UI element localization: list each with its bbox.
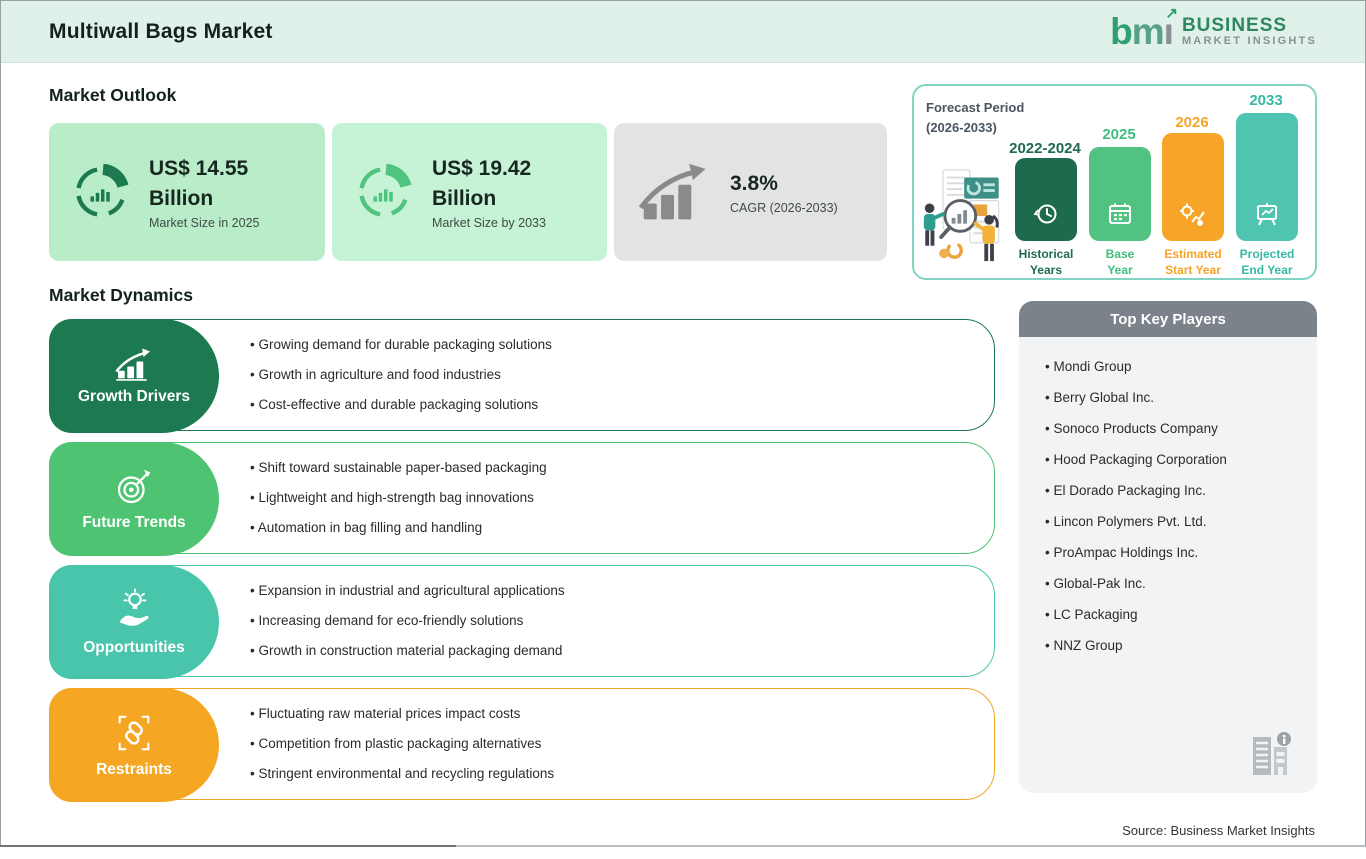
opportunities-bullets: Expansion in industrial and agricultural… (250, 566, 565, 676)
bullet-item: Lightweight and high-strength bag innova… (250, 491, 547, 505)
logo-line2: MARKET INSIGHTS (1181, 35, 1317, 48)
card-text: 3.8% CAGR (2026-2033) (730, 169, 838, 215)
top-key-players-panel: Top Key Players Mondi Group Berry Global… (1019, 301, 1317, 793)
restraints-row: Restraints Fluctuating raw material pric… (49, 688, 995, 802)
page-title: Multiwall Bags Market (49, 19, 273, 43)
key-player-item: ProAmpac Holdings Inc. (1045, 545, 1307, 576)
future-trends-capsule: Future Trends (49, 442, 219, 556)
logo-text: BUSINESS MARKET INSIGHTS (1181, 14, 1317, 48)
bullet-item: Growth in agriculture and food industrie… (250, 368, 552, 382)
bullet-item: Automation in bag filling and handling (250, 521, 547, 535)
presentation-icon (1257, 203, 1277, 226)
top-key-players-list: Mondi Group Berry Global Inc. Sonoco Pro… (1019, 337, 1317, 793)
base-year-caption: Base Year (1105, 247, 1135, 278)
future-trends-row: Future Trends Shift toward sustainable p… (49, 442, 995, 556)
bullet-item: Fluctuating raw material prices impact c… (250, 707, 554, 721)
clock-history-icon (1033, 204, 1057, 224)
card-text: US$ 14.55 Billion Market Size in 2025 (149, 154, 259, 230)
cagr-caption: CAGR (2026-2033) (730, 201, 838, 216)
projected-end-year-caption: Projected End Year (1239, 247, 1295, 278)
bullet-item: Competition from plastic packaging alter… (250, 737, 554, 751)
calendar-icon (1109, 203, 1131, 224)
card-text: US$ 19.42 Billion Market Size by 2033 (432, 154, 546, 230)
cagr-value: 3.8% (730, 171, 778, 195)
opportunities-row: Opportunities Expansion in industrial an… (49, 565, 995, 679)
key-player-item: Mondi Group (1045, 359, 1307, 390)
top-key-players-heading: Top Key Players (1019, 301, 1317, 337)
gear-chart-icon (1180, 203, 1205, 226)
growth-chart-icon (115, 347, 151, 381)
bullet-item: Cost-effective and durable packaging sol… (250, 398, 552, 412)
bullet-item: Growing demand for durable packaging sol… (250, 338, 551, 352)
bullet-item: Stringent environmental and recycling re… (250, 767, 554, 781)
key-player-item: Sonoco Products Company (1045, 421, 1307, 452)
key-player-item: NNZ Group (1045, 638, 1307, 669)
key-player-item: Berry Global Inc. (1045, 390, 1307, 421)
company-building-icon (1253, 732, 1291, 775)
bullet-item: Shift toward sustainable paper-based pac… (250, 461, 546, 475)
window-bottom-border-left (0, 845, 456, 847)
growth-drivers-row: Growth Drivers Growing demand for durabl… (49, 319, 995, 433)
market-outlook-heading: Market Outlook (49, 85, 177, 105)
logo-arrow-icon: ↗ (1165, 5, 1178, 22)
growth-bars-arrow-icon (638, 163, 706, 220)
hand-bulb-icon (119, 587, 149, 626)
market-size-2025-value: US$ 14.55 Billion (149, 157, 249, 210)
estimated-start-year-bar (1162, 133, 1224, 241)
source-attribution: Source: Business Market Insights (1122, 823, 1315, 838)
growth-drivers-capsule: Growth Drivers (49, 319, 219, 433)
future-trends-bullets: Shift toward sustainable paper-based pac… (250, 443, 547, 553)
estimated-start-year-caption: Estimated Start Year (1164, 247, 1222, 278)
donut-chart-icon (76, 164, 129, 217)
key-player-item: El Dorado Packaging Inc. (1045, 483, 1307, 514)
historical-years-bar (1015, 158, 1077, 241)
projected-end-year-bar (1236, 113, 1298, 241)
cagr-card: 3.8% CAGR (2026-2033) (614, 123, 887, 261)
bullet-item: Increasing demand for eco-friendly solut… (250, 614, 565, 628)
window-bottom-border-right (456, 845, 1366, 847)
broken-chain-icon (118, 715, 150, 750)
estimated-year-label: 2026 (1175, 114, 1209, 131)
market-size-2033-value: US$ 19.42 Billion (432, 157, 532, 210)
market-size-2025-card: US$ 14.55 Billion Market Size in 2025 (49, 123, 325, 261)
historical-years-label: 2022-2024 (1009, 140, 1081, 157)
forecast-period-title: Forecast Period (2026-2033) (926, 100, 1025, 135)
key-player-item: Lincon Polymers Pvt. Ltd. (1045, 514, 1307, 545)
bullet-item: Growth in construction material packagin… (250, 644, 565, 658)
historical-years-caption: Historical Years (1018, 247, 1074, 278)
target-dart-icon (117, 469, 151, 503)
header-bar: Multiwall Bags Market bmı ↗ BUSINESS MARK… (1, 1, 1365, 63)
market-size-2033-card: US$ 19.42 Billion Market Size by 2033 (332, 123, 607, 261)
base-year-label: 2025 (1102, 126, 1136, 143)
bullet-item: Expansion in industrial and agricultural… (250, 584, 564, 598)
analysts-illustration (923, 169, 1000, 262)
key-player-item: Hood Packaging Corporation (1045, 452, 1307, 483)
market-size-2033-caption: Market Size by 2033 (432, 215, 546, 230)
restraints-label: Restraints (96, 760, 172, 778)
future-trends-label: Future Trends (82, 513, 186, 531)
bmi-logo-mark-icon: bmı ↗ (1110, 5, 1178, 52)
key-player-item: Global-Pak Inc. (1045, 576, 1307, 607)
bmi-logo: bmı ↗ BUSINESS MARKET INSIGHTS (1110, 5, 1317, 52)
restraints-capsule: Restraints (49, 688, 219, 802)
restraints-bullets: Fluctuating raw material prices impact c… (250, 689, 554, 799)
market-dynamics-heading: Market Dynamics (49, 285, 193, 305)
opportunities-capsule: Opportunities (49, 565, 219, 679)
growth-drivers-label: Growth Drivers (78, 387, 190, 405)
market-size-2025-caption: Market Size in 2025 (149, 215, 260, 230)
logo-line1: BUSINESS (1181, 14, 1288, 36)
projected-year-label: 2033 (1249, 92, 1283, 109)
forecast-period-panel: Forecast Period (2026-2033) 2022-2024 202… (912, 84, 1317, 280)
growth-drivers-bullets: Growing demand for durable packaging sol… (250, 320, 552, 430)
base-year-bar (1089, 147, 1151, 241)
opportunities-label: Opportunities (83, 638, 185, 656)
donut-chart-icon (359, 164, 412, 217)
key-player-item: LC Packaging (1045, 607, 1307, 638)
